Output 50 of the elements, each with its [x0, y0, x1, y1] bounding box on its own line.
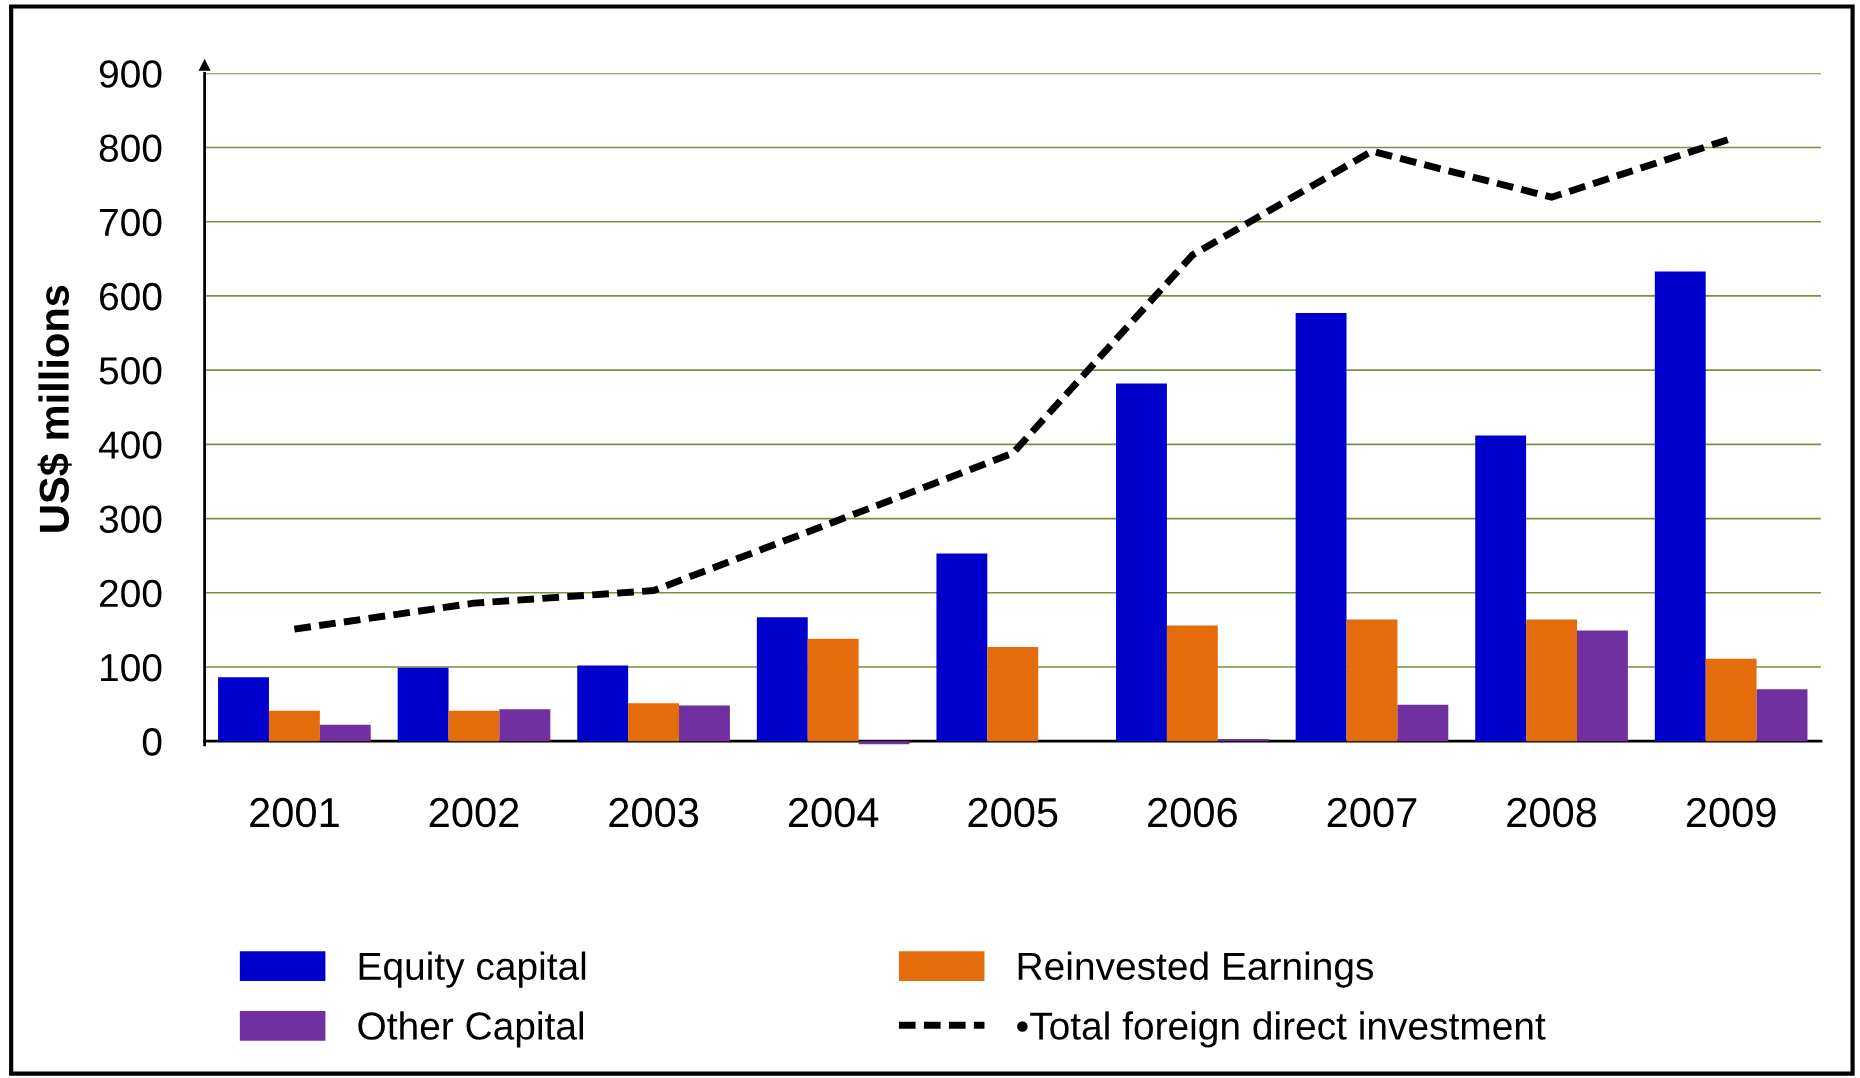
bar: [1475, 435, 1527, 742]
bar: [1346, 619, 1398, 742]
y-tick-label: 200: [100, 579, 162, 608]
bar: [1705, 658, 1757, 742]
y-tick-label: 100: [101, 653, 162, 682]
bar: [807, 638, 859, 742]
bar: [1526, 619, 1577, 742]
legend-label: Other Capital: [358, 1011, 584, 1048]
bar: [1116, 383, 1167, 742]
y-tick-label: 700: [100, 208, 162, 237]
bar: [679, 705, 730, 742]
y-tick-label: 300: [99, 505, 162, 534]
y-axis-title: US$ millions: [37, 285, 72, 532]
bar: [319, 724, 371, 742]
bar: [268, 710, 320, 742]
bar: [628, 703, 680, 742]
bar: [218, 677, 269, 742]
bar: [397, 667, 449, 742]
bar: [1217, 738, 1269, 742]
y-tick-label: 600: [100, 282, 162, 311]
bar: [1397, 704, 1449, 742]
bar: [577, 665, 629, 742]
y-tick-label: 800: [99, 134, 162, 162]
x-tick-label: 2004: [788, 797, 879, 828]
x-tick-label: 2002: [429, 797, 519, 828]
bar: [1576, 630, 1628, 742]
bar: [858, 741, 910, 745]
x-tick-label: 2001: [250, 797, 339, 828]
y-tick-label: 0: [142, 728, 162, 756]
x-tick-label: 2003: [609, 797, 699, 828]
bar: [499, 709, 551, 742]
bar: [1295, 313, 1347, 742]
bar: [756, 617, 808, 742]
y-tick-label: 900: [99, 60, 162, 88]
x-tick-label: 2009: [1686, 797, 1776, 828]
x-tick-label: 2008: [1507, 797, 1597, 828]
x-tick-label: 2007: [1327, 797, 1417, 828]
legend-label: •Total foreign direct investment: [1017, 1011, 1546, 1048]
y-tick-label: 400: [98, 431, 162, 459]
bar: [448, 710, 500, 742]
bar: [1654, 271, 1706, 742]
bar: [987, 646, 1039, 742]
x-tick-label: 2005: [968, 797, 1058, 828]
y-tick-label: 500: [99, 357, 162, 385]
legend-label: Equity capital: [359, 951, 586, 988]
legend-label: Reinvested Earnings: [1018, 951, 1374, 988]
bar: [1166, 625, 1218, 742]
bar: [1756, 689, 1808, 742]
bar: [936, 553, 988, 742]
x-tick-label: 2006: [1148, 797, 1237, 828]
